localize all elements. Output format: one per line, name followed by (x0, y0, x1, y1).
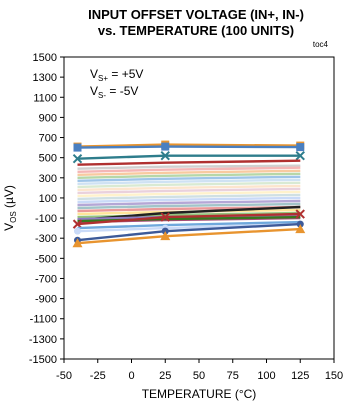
data-point (295, 209, 305, 219)
series-group (72, 209, 305, 229)
data-point (161, 227, 169, 235)
y-tick-label: 1100 (33, 92, 57, 104)
y-tick-label: -700 (35, 273, 57, 285)
series-group (77, 181, 301, 189)
series-group (77, 175, 301, 182)
series-line (77, 169, 301, 176)
data-point (295, 224, 306, 234)
data-point-stroke (72, 219, 83, 229)
series-group (77, 190, 301, 198)
y-tick-label: 500 (39, 153, 57, 165)
x-tick-label: -25 (90, 370, 106, 382)
y-axis-label: VOS (µV) (2, 185, 18, 231)
series-group (77, 205, 301, 213)
y-tick-label: 900 (39, 112, 57, 124)
series-line (77, 211, 301, 219)
y-tick-label: -300 (35, 233, 57, 245)
series-line (77, 190, 301, 198)
x-tick-label: 150 (325, 370, 343, 382)
series-layer (72, 140, 306, 248)
series-line (77, 202, 301, 210)
x-axis-label: TEMPERATURE (°C) (142, 387, 257, 401)
x-tick-label: -50 (56, 370, 72, 382)
series-group (77, 196, 301, 204)
series-group (77, 199, 301, 207)
data-point-stroke (160, 150, 170, 161)
chart-title-line-2: vs. TEMPERATURE (100 UNITS) (98, 23, 294, 38)
figure-tag: toc4 (313, 40, 329, 49)
y-tick-label: -900 (35, 294, 57, 306)
annotation-vs-plus: VS+ = +5V (90, 67, 143, 83)
y-tick-label: 1300 (33, 72, 57, 84)
chart-title-line-1: INPUT OFFSET VOLTAGE (IN+, IN-) (88, 7, 304, 22)
series-line (77, 175, 301, 182)
y-axis-ticks: 1500 1300 1100 900 700 500 300 100 -100 -300 -500 -… (29, 52, 64, 366)
y-tick-label: -100 (35, 213, 57, 225)
y-tick-label: 300 (39, 173, 57, 185)
series-group (77, 211, 301, 219)
data-point (73, 143, 82, 152)
x-tick-label: 125 (291, 370, 309, 382)
series-line (77, 181, 301, 189)
series-group (72, 224, 306, 248)
y-tick-label: -1100 (30, 314, 57, 326)
series-group (77, 202, 301, 210)
series-group (77, 159, 301, 166)
series-group (77, 169, 301, 176)
data-point (161, 142, 170, 151)
series-line (77, 145, 301, 149)
data-point (160, 212, 170, 222)
series-group (72, 150, 305, 164)
series-line (77, 178, 301, 185)
series-line (77, 172, 301, 179)
annotation-vs-minus: VS- = -5V (90, 84, 138, 100)
series-group (77, 166, 301, 173)
data-point (72, 219, 83, 229)
y-tick-label: 100 (39, 193, 57, 205)
series-line (77, 184, 301, 192)
series-line (77, 154, 301, 160)
series-line (77, 193, 301, 201)
data-point (74, 227, 81, 235)
data-point (296, 220, 304, 228)
x-axis-ticks: -50 -25 0 25 50 75 100 125 150 (56, 359, 343, 382)
data-point (160, 231, 171, 241)
series-group (77, 184, 301, 192)
data-point (72, 153, 83, 164)
series-line (77, 159, 301, 166)
x-tick-label: 100 (257, 370, 275, 382)
series-group (77, 178, 301, 185)
data-point (160, 150, 170, 161)
series-line (77, 166, 301, 173)
series-group (73, 142, 305, 152)
data-point-stroke (160, 212, 170, 222)
x-tick-label: 0 (128, 370, 134, 382)
y-tick-label: -500 (35, 253, 57, 265)
series-group (77, 164, 301, 170)
data-point (72, 238, 83, 248)
y-tick-label: 700 (39, 133, 57, 145)
y-tick-label: -1500 (29, 354, 57, 366)
series-line (77, 164, 301, 170)
series-group (77, 172, 301, 179)
series-line (77, 215, 301, 223)
series-line (77, 205, 301, 213)
series-group (77, 187, 301, 195)
data-point-stroke (72, 153, 83, 164)
series-line (77, 187, 301, 195)
series-group (77, 193, 301, 201)
y-tick-label: 1500 (33, 52, 57, 64)
data-point-stroke (295, 150, 305, 161)
x-tick-label: 25 (159, 370, 171, 382)
series-line (77, 196, 301, 204)
data-point-stroke (295, 209, 305, 219)
x-tick-label: 75 (227, 370, 239, 382)
series-line (77, 199, 301, 207)
data-point (295, 150, 305, 161)
x-tick-label: 50 (193, 370, 205, 382)
data-point (296, 143, 305, 152)
y-tick-label: -1300 (29, 334, 57, 346)
series-group (77, 215, 301, 223)
